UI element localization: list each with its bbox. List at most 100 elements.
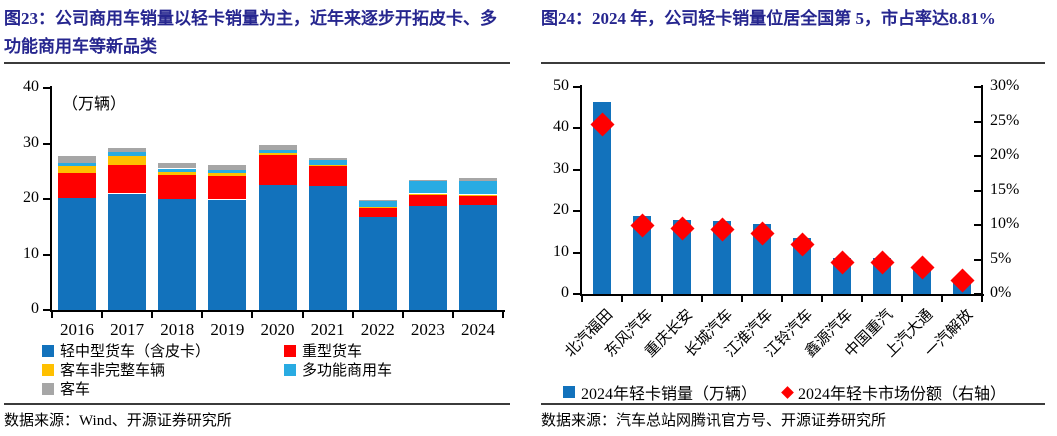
- figure-23-panel: 图23：公司商用车销量以轻卡销量为主，近年来逐步开拓皮卡、多功能商用车等新品类 …: [0, 0, 528, 436]
- y-axis-tick-right: [974, 86, 981, 88]
- bar-segment-轻中型货车（含皮卡）: [308, 186, 347, 310]
- bar-segment-多功能商用车: [408, 180, 447, 194]
- y-axis-tick: [43, 87, 50, 89]
- bar-segment-轻中型货车（含皮卡）: [108, 193, 147, 310]
- bar-segment-轻中型货车（含皮卡）: [458, 205, 497, 310]
- y-axis-tick-right: [974, 258, 981, 261]
- figure-24-source: 数据来源：汽车总站网腾讯官方号、开源证券研究所: [541, 413, 887, 429]
- square-swatch-icon: [42, 344, 54, 357]
- bar-segment-客车: [358, 199, 397, 201]
- figure-24-panel: 图24：2024 年，公司轻卡销量位居全国第 5，市占率达8.81% 0 10 20…: [529, 0, 1057, 436]
- legend-item-轻中型货车（含皮卡）: 轻中型货车（含皮卡）: [42, 341, 284, 360]
- x-axis-tick: [901, 296, 903, 302]
- figure-23-title-rule: [4, 62, 510, 64]
- bar-segment-客车非完整车辆: [208, 172, 247, 177]
- bar-segment-重型货车: [458, 196, 497, 206]
- x-axis-tick: [201, 312, 204, 318]
- y-axis-tick-label: 40: [23, 78, 39, 95]
- y-axis-line-right: [981, 85, 983, 294]
- x-axis-tick: [981, 296, 983, 302]
- legend-label: 多功能商用车: [302, 363, 393, 379]
- y-axis-tick-left: [573, 210, 580, 213]
- bar-segment-客车: [458, 177, 497, 182]
- bar-segment-客车: [158, 162, 197, 169]
- bar-segment-客车: [408, 179, 447, 181]
- bar-segment-客车非完整车辆: [458, 194, 497, 197]
- bar-segment-多功能商用车: [308, 159, 347, 166]
- y-axis-tick-label-right: 5%: [990, 249, 1012, 267]
- bar-segment-客车非完整车辆: [258, 152, 297, 156]
- y-axis-tick-label-right: 10%: [990, 215, 1020, 232]
- x-axis-tick: [401, 312, 404, 318]
- y-axis-tick-right: [974, 155, 981, 157]
- figure-23-title: 图23：公司商用车销量以轻卡销量为主，近年来逐步开拓皮卡、多功能商用车等新品类: [4, 9, 497, 56]
- x-axis-tick: [941, 296, 943, 302]
- square-swatch-icon: [284, 363, 296, 376]
- x-axis-tick: [151, 312, 154, 318]
- figure-24-chart-canvas: 0 10 20 30 40 50 0% 5% 10% 15% 20% 25% 30% 北汽福田 东风汽车 重庆…: [529, 72, 1057, 372]
- bar-segment-多功能商用车: [58, 162, 97, 166]
- legend-item-客车非完整车辆: 客车非完整车辆: [42, 360, 284, 379]
- bar-segment-客车非完整车辆: [358, 207, 397, 209]
- legend-item-2024年轻卡市场份额（右轴）: 2024年轻卡市场份额（右轴）: [781, 380, 1006, 404]
- y-axis-tick-left: [573, 127, 580, 130]
- bar-东风汽车: [633, 216, 651, 294]
- bar-长城汽车: [713, 220, 731, 294]
- y-axis-tick-label: 10: [23, 244, 39, 262]
- y-axis-tick-label: 30: [23, 133, 39, 151]
- diamond-swatch-icon: [781, 385, 794, 399]
- bar-segment-重型货车: [208, 176, 247, 200]
- x-axis-tick: [661, 296, 663, 302]
- legend-item-多功能商用车: 多功能商用车: [284, 360, 392, 379]
- bar-segment-多功能商用车: [458, 181, 497, 195]
- legend-label: 重型货车: [302, 344, 363, 360]
- x-axis-tick: [701, 296, 703, 302]
- x-axis-tick: [351, 312, 354, 318]
- y-axis-line-left: [580, 85, 582, 294]
- bar-segment-客车非完整车辆: [408, 193, 447, 195]
- legend-label: 2024年轻卡销量（万辆）: [581, 386, 758, 403]
- x-axis-tick: [51, 312, 53, 318]
- bar-segment-客车: [58, 156, 97, 163]
- y-axis-tick-label: 20: [23, 189, 39, 206]
- y-axis-tick-left: [573, 86, 580, 88]
- x-axis-tick: [581, 296, 583, 302]
- x-axis-tick-label: 2020: [260, 320, 295, 339]
- x-axis-tick-label: 2022: [360, 320, 395, 339]
- figure-23-bottom-rule: [4, 403, 510, 405]
- y-axis-tick-label-right: 15%: [990, 180, 1020, 198]
- bar-北汽福田: [593, 101, 611, 294]
- square-swatch-icon: [284, 344, 296, 357]
- legend-label: 客车: [60, 382, 91, 398]
- bar-segment-重型货车: [408, 194, 447, 207]
- legend-label: 客车非完整车辆: [60, 363, 166, 379]
- bar-segment-多功能商用车: [158, 168, 197, 172]
- bar-segment-重型货车: [308, 166, 347, 187]
- square-swatch-icon: [42, 363, 54, 376]
- figure-24-title: 图24：2024 年，公司轻卡销量位居全国第 5，市占率达8.81%: [541, 9, 996, 28]
- x-axis-line: [580, 294, 984, 296]
- y-axis-tick: [43, 142, 50, 145]
- bar-segment-多功能商用车: [258, 149, 297, 153]
- bar-segment-轻中型货车（含皮卡）: [408, 206, 447, 310]
- y-axis-tick-label-left: 40: [553, 118, 569, 136]
- bar-重庆长安: [673, 219, 691, 294]
- x-axis-tick: [821, 296, 823, 302]
- bar-segment-轻中型货车（含皮卡）: [258, 184, 297, 310]
- y-axis-tick-right: [974, 189, 981, 192]
- x-axis-line: [50, 310, 505, 312]
- y-axis-tick: [43, 253, 50, 256]
- bar-segment-客车非完整车辆: [108, 155, 147, 165]
- figure-24-title-rule: [541, 62, 1045, 64]
- y-axis-tick-right: [974, 224, 981, 226]
- x-axis-tick-label: 2024: [460, 320, 495, 339]
- y-axis-tick-label-left: 10: [553, 242, 569, 260]
- y-axis-tick-label-left: 50: [553, 77, 569, 94]
- y-axis-line: [50, 86, 52, 310]
- legend-label: 轻中型货车（含皮卡）: [60, 344, 211, 360]
- bar-segment-轻中型货车（含皮卡）: [358, 217, 397, 310]
- axis-unit-label: （万辆）: [62, 96, 127, 113]
- x-axis-tick-label: 2018: [160, 320, 195, 339]
- x-axis-tick: [301, 312, 304, 318]
